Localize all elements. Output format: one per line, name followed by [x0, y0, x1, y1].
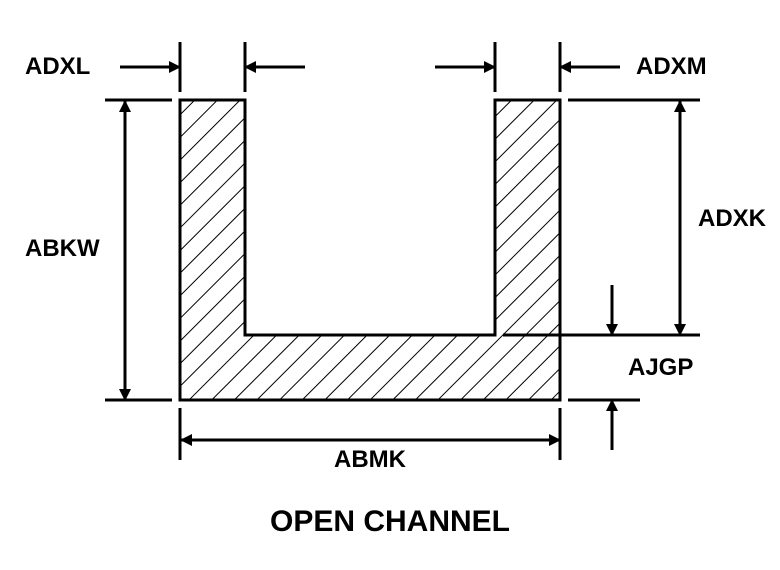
- label-ajgp: AJGP: [628, 354, 693, 382]
- diagram-svg: [0, 0, 780, 570]
- label-abmk: ABMK: [334, 446, 406, 474]
- diagram-container: ADXL ADXM ABKW ADXK AJGP ABMK OPEN CHANN…: [0, 0, 780, 570]
- diagram-title: OPEN CHANNEL: [0, 505, 780, 539]
- channel-shape: [180, 100, 560, 400]
- label-adxk: ADXK: [698, 205, 766, 233]
- label-adxm: ADXM: [636, 53, 707, 81]
- label-adxl: ADXL: [25, 53, 90, 81]
- label-abkw: ABKW: [25, 235, 100, 263]
